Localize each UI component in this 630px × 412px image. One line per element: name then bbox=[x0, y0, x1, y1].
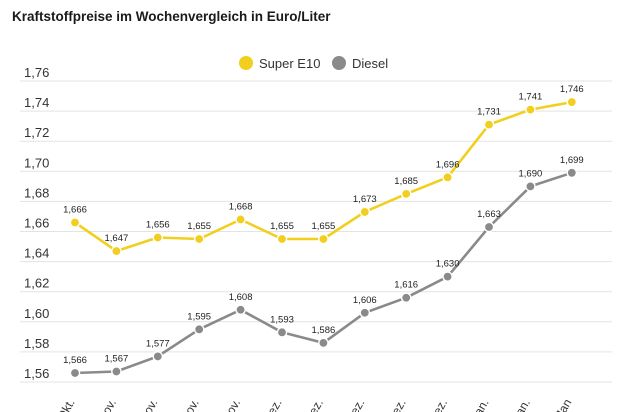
data-label: 1,656 bbox=[146, 220, 170, 231]
data-label: 1,577 bbox=[146, 338, 170, 349]
data-label: 1,668 bbox=[229, 201, 253, 212]
y-tick-label: 1,74 bbox=[24, 95, 49, 110]
data-label: 1,606 bbox=[353, 295, 377, 306]
data-label: 1,608 bbox=[229, 292, 253, 303]
y-tick-label: 1,56 bbox=[24, 366, 49, 381]
data-label: 1,696 bbox=[436, 159, 460, 170]
data-point bbox=[318, 233, 329, 245]
data-point bbox=[152, 232, 164, 243]
data-point bbox=[400, 292, 412, 304]
x-tick-label: Dez. bbox=[343, 397, 367, 412]
data-label: 1,741 bbox=[519, 92, 543, 103]
series-diesel: 1,566 1,567 1,577 1,595 1,608 1,593 1,586 1,606… bbox=[63, 155, 584, 379]
data-point bbox=[276, 327, 288, 338]
chart-title: Kraftstoffpreise im Wochenvergleich in E… bbox=[12, 9, 331, 24]
data-label: 1,655 bbox=[187, 221, 211, 232]
x-tick-label: Dez. bbox=[384, 397, 408, 412]
y-tick-label: 1,76 bbox=[24, 65, 49, 80]
data-label: 1,630 bbox=[436, 259, 460, 270]
data-point bbox=[566, 96, 578, 108]
data-point bbox=[318, 337, 329, 349]
data-label: 1,746 bbox=[560, 84, 584, 95]
data-point bbox=[442, 271, 453, 282]
data-point bbox=[483, 119, 495, 130]
data-point bbox=[193, 233, 205, 245]
data-label: 1,699 bbox=[560, 155, 584, 166]
x-tick-label: Jan. bbox=[510, 397, 533, 412]
data-point bbox=[152, 351, 164, 362]
y-tick-label: 1,60 bbox=[24, 306, 49, 321]
data-point bbox=[69, 217, 81, 228]
data-label: 1,566 bbox=[63, 355, 87, 366]
legend-marker bbox=[332, 56, 346, 70]
data-label: 1,616 bbox=[394, 280, 418, 291]
legend-label: Super E10 bbox=[259, 56, 320, 71]
legend-marker bbox=[239, 56, 253, 70]
y-tick-label: 1,72 bbox=[24, 125, 49, 140]
y-tick-label: 1,70 bbox=[24, 155, 49, 170]
data-point bbox=[525, 181, 536, 192]
x-tick-label: Okt. bbox=[54, 397, 77, 412]
grid-lines bbox=[20, 80, 612, 383]
data-label: 1,690 bbox=[519, 168, 543, 179]
data-point bbox=[359, 307, 371, 319]
series-layer: 1,666 1,647 1,656 1,655 1,668 1,655 1,655 1,673… bbox=[63, 84, 584, 379]
data-point bbox=[525, 104, 536, 115]
data-point bbox=[193, 324, 205, 335]
data-label: 1,655 bbox=[312, 221, 336, 232]
data-point bbox=[235, 214, 246, 225]
data-point bbox=[400, 188, 412, 200]
data-label: 1,586 bbox=[312, 325, 336, 336]
x-tick-label: Jan. bbox=[468, 397, 491, 412]
x-axis: Okt. Nov. Nov. Nov. Nov. Dez. Dez. Dez. Dez. Dez.… bbox=[54, 397, 574, 412]
legend-label: Diesel bbox=[352, 56, 388, 71]
data-point bbox=[69, 367, 81, 379]
y-axis: 1,56 1,58 1,60 1,62 1,64 1,66 1,68 1,70 1,72 1,74… bbox=[24, 65, 49, 381]
data-label: 1,593 bbox=[270, 314, 294, 325]
data-label: 1,647 bbox=[105, 233, 129, 244]
data-label: 1,567 bbox=[105, 353, 129, 364]
data-point bbox=[442, 172, 453, 183]
data-point bbox=[276, 233, 288, 245]
data-label: 1,666 bbox=[63, 204, 87, 215]
data-label: 1,595 bbox=[187, 311, 211, 322]
y-tick-label: 1,58 bbox=[24, 336, 49, 351]
x-tick-label: Nov. bbox=[178, 397, 202, 412]
data-point bbox=[566, 167, 578, 179]
x-tick-label: Dez. bbox=[260, 397, 284, 412]
x-tick-label: Jan bbox=[553, 397, 575, 412]
legend-item: Diesel bbox=[332, 56, 388, 71]
y-tick-label: 1,62 bbox=[24, 276, 49, 291]
y-tick-label: 1,64 bbox=[24, 246, 49, 261]
data-label: 1,685 bbox=[394, 176, 418, 187]
x-tick-label: Nov. bbox=[136, 397, 160, 412]
data-label: 1,731 bbox=[477, 107, 501, 118]
data-point bbox=[111, 245, 122, 257]
x-tick-label: Nov. bbox=[95, 397, 119, 412]
chart-legend: Super E10 Diesel bbox=[239, 56, 388, 71]
data-point bbox=[483, 221, 495, 233]
data-point bbox=[111, 366, 122, 377]
data-label: 1,655 bbox=[270, 221, 294, 232]
data-label: 1,673 bbox=[353, 194, 377, 205]
series-super-e10: 1,666 1,647 1,656 1,655 1,668 1,655 1,655 1,673… bbox=[63, 84, 584, 257]
data-label: 1,663 bbox=[477, 209, 501, 220]
x-tick-label: Dez. bbox=[302, 397, 326, 412]
data-point bbox=[359, 206, 371, 218]
y-tick-label: 1,66 bbox=[24, 216, 49, 231]
data-point bbox=[235, 304, 246, 316]
y-tick-label: 1,68 bbox=[24, 185, 49, 200]
legend-item: Super E10 bbox=[239, 56, 320, 71]
x-tick-label: Nov. bbox=[219, 397, 243, 412]
x-tick-label: Dez. bbox=[426, 397, 450, 412]
